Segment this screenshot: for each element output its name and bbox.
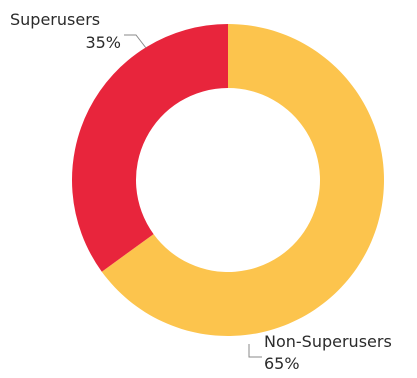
slice-value-superusers: 35%	[85, 33, 121, 52]
slices-layer	[72, 24, 385, 337]
slice-label-non-superusers: Non-Superusers	[264, 332, 392, 351]
slice-label-superusers: Superusers	[10, 10, 100, 29]
leader-line-superusers	[124, 34, 147, 49]
slice-value-non-superusers: 65%	[264, 354, 300, 373]
donut-slice-superusers	[72, 24, 229, 272]
donut-slice-non-superusers	[101, 24, 385, 337]
leader-line-non-superusers	[248, 344, 262, 358]
